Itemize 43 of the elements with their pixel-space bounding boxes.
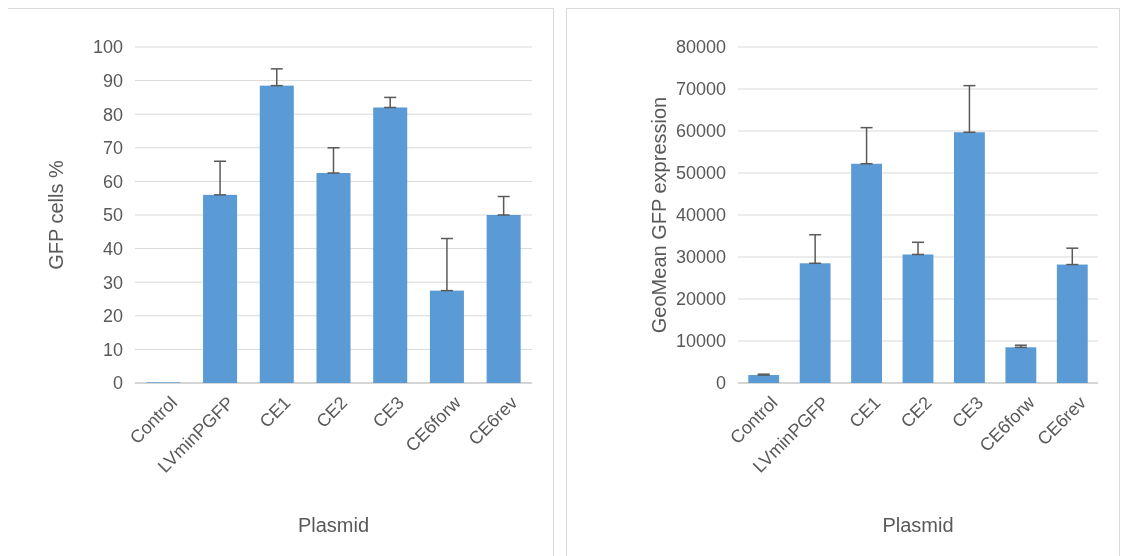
y-tick-label: 60000 <box>675 121 726 142</box>
y-tick-label: 10 <box>102 339 123 360</box>
y-tick-label: 50000 <box>675 163 726 184</box>
y-axis-title: GFP cells % <box>45 159 67 270</box>
bar <box>429 290 464 383</box>
x-tick-label: CE2 <box>312 392 352 432</box>
bar <box>316 173 351 383</box>
y-tick-label: 90 <box>102 70 123 91</box>
y-tick-label: 40 <box>102 238 123 259</box>
bar <box>799 263 831 383</box>
bar <box>851 163 882 383</box>
bar <box>373 107 408 383</box>
y-tick-label: 60 <box>102 171 123 192</box>
x-tick-label: CE1 <box>255 392 295 432</box>
x-axis-title: Plasmid <box>297 514 370 536</box>
x-tick-label: CE1 <box>845 392 885 432</box>
x-tick-label: CE2 <box>896 392 936 432</box>
y-tick-label: 30 <box>102 272 123 293</box>
y-tick-label: 70000 <box>675 79 726 100</box>
bar <box>748 375 780 383</box>
y-tick-label: 30000 <box>675 247 726 268</box>
y-tick-label: 40000 <box>675 205 726 226</box>
bar <box>203 194 238 383</box>
y-tick-label: 20 <box>102 306 123 327</box>
y-tick-label: 70 <box>102 138 123 159</box>
y-tick-label: 80 <box>102 104 123 125</box>
x-tick-label: CE3 <box>948 392 988 432</box>
y-tick-label: 0 <box>715 373 726 394</box>
bar <box>902 254 934 383</box>
x-tick-label: CE3 <box>369 392 408 432</box>
y-tick-label: 20000 <box>675 289 726 310</box>
y-tick-label: 50 <box>102 205 123 226</box>
bar <box>1005 347 1037 383</box>
bar <box>1056 264 1088 383</box>
y-tick-label: 0 <box>112 373 123 394</box>
y-tick-label: 80000 <box>675 37 726 58</box>
y-tick-label: 100 <box>92 37 123 58</box>
bar <box>486 215 521 383</box>
bar <box>954 132 985 383</box>
y-tick-label: 10000 <box>675 331 726 352</box>
y-axis-title: GeoMean GFP expression <box>648 96 670 334</box>
x-axis-title: Plasmid <box>882 514 954 536</box>
bar <box>259 85 294 383</box>
